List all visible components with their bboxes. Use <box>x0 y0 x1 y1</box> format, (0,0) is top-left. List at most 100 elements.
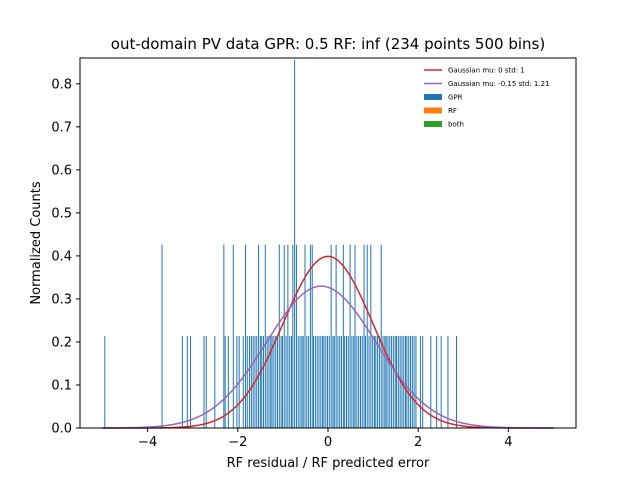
histogram-bar <box>387 335 389 428</box>
x-tick-label: −2 <box>228 435 247 450</box>
histogram-bar <box>405 335 407 428</box>
histogram-bar <box>327 335 329 428</box>
histogram-bar <box>339 335 341 428</box>
histogram-bar <box>392 335 394 428</box>
histogram-bar <box>406 335 408 428</box>
histogram-bar <box>294 59 296 428</box>
histogram-bar <box>270 335 272 428</box>
y-tick-label: 0.1 <box>51 378 72 393</box>
histogram-bar <box>385 335 387 428</box>
histogram-bar <box>299 335 301 428</box>
y-tick-label: 0.8 <box>51 77 72 92</box>
histogram-bar <box>391 335 393 428</box>
histogram-bars <box>104 59 458 428</box>
histogram-bar <box>181 335 183 428</box>
histogram-bar <box>309 244 311 428</box>
histogram-bar <box>302 335 304 428</box>
histogram-bar <box>205 335 207 428</box>
legend-bar-swatch <box>424 107 442 114</box>
histogram-bar <box>311 244 313 428</box>
histogram-bar <box>359 335 361 428</box>
histogram-bar <box>415 335 417 428</box>
histogram-bar <box>351 335 353 428</box>
histogram-bar <box>377 335 379 428</box>
histogram-bar <box>456 335 458 428</box>
histogram-bar <box>396 335 398 428</box>
histogram-bar <box>314 335 316 428</box>
histogram-bar <box>290 335 292 428</box>
y-tick-label: 0.7 <box>51 120 72 135</box>
histogram-bar <box>266 335 268 428</box>
histogram-bar <box>330 244 332 428</box>
histogram-bar <box>382 335 384 428</box>
histogram-bar <box>337 335 339 428</box>
histogram-bar <box>347 335 349 428</box>
histogram-bar <box>358 335 360 428</box>
histogram-bar <box>419 335 421 428</box>
histogram-bar <box>250 335 252 428</box>
histogram-bar <box>366 244 368 428</box>
histogram-bar <box>223 244 225 428</box>
gaussian-curve <box>102 255 554 429</box>
histogram-bar <box>430 335 432 428</box>
histogram-bar <box>259 335 261 428</box>
histogram-bar <box>389 335 391 428</box>
histogram-bar <box>325 335 327 428</box>
histogram-bar <box>408 335 410 428</box>
x-axis-label: RF residual / RF predicted error <box>227 456 430 471</box>
histogram-bar <box>322 335 324 428</box>
histogram-bar <box>413 335 415 428</box>
legend-entry-label: both <box>448 121 464 129</box>
histogram-bar <box>422 335 424 428</box>
histogram-bar <box>268 335 270 428</box>
x-axis: −4 −2 0 2 4 <box>138 428 513 450</box>
histogram-bar <box>246 335 248 428</box>
histogram-bar <box>333 335 335 428</box>
histogram-bar <box>292 244 294 428</box>
histogram-bar <box>232 244 234 428</box>
y-tick-label: 0.6 <box>51 163 72 178</box>
x-tick-label: −4 <box>138 435 157 450</box>
histogram-bar <box>277 335 278 428</box>
histogram-bar <box>285 335 287 428</box>
histogram-bar <box>380 244 382 428</box>
histogram-bar <box>313 335 315 428</box>
x-tick-label: 0 <box>324 435 332 450</box>
histogram-bar <box>258 244 260 428</box>
histogram-bar <box>297 335 299 428</box>
histogram-bar <box>281 335 283 428</box>
y-axis: 0.0 0.1 0.2 0.3 0.4 0.5 0.6 0.7 0.8 <box>51 77 80 437</box>
histogram-bar <box>440 335 442 428</box>
histogram-bar <box>372 335 374 428</box>
histogram-bar <box>308 335 310 428</box>
histogram-bar <box>224 335 226 428</box>
histogram-bar <box>349 244 351 428</box>
histogram-bar <box>436 335 438 428</box>
histogram-bar <box>373 335 375 428</box>
histogram-bar <box>236 335 238 428</box>
histogram-bar <box>189 335 191 428</box>
histogram-bar <box>378 335 380 428</box>
histogram-bar <box>354 244 356 428</box>
legend-entry-label: Gaussian mu: -0.15 std: 1.21 <box>448 80 550 88</box>
legend-entry-label: Gaussian mu: 0 std: 1 <box>448 67 525 75</box>
legend-entry-label: GPR <box>448 94 463 102</box>
histogram-bar <box>252 335 254 428</box>
histogram-bar <box>214 335 216 428</box>
histogram-bar <box>341 335 343 428</box>
histogram-bar <box>256 335 258 428</box>
histogram-bar <box>295 244 297 428</box>
gaussian-curve <box>102 285 554 429</box>
histogram-bar <box>342 244 344 428</box>
histogram-bar <box>384 335 386 428</box>
histogram-bar <box>280 335 282 428</box>
histogram-bar <box>275 335 277 428</box>
histogram-bar <box>361 335 363 428</box>
histogram-bar <box>394 335 396 428</box>
histogram-bar <box>283 244 285 428</box>
histogram-bar <box>273 335 275 428</box>
histogram-bar <box>328 335 330 428</box>
y-tick-label: 0.3 <box>51 292 72 307</box>
y-axis-label: Normalized Counts <box>29 181 44 304</box>
